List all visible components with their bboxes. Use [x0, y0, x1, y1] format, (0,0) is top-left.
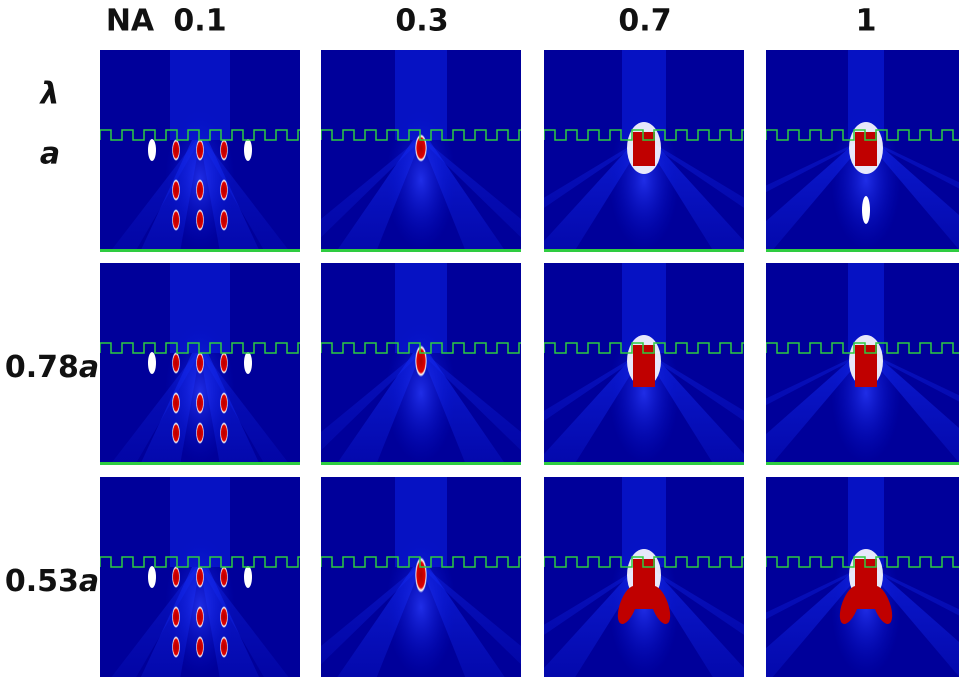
row-label-unit: a [79, 350, 99, 385]
hotspot [415, 557, 427, 593]
na-label: NA [106, 4, 155, 39]
hotspot [172, 422, 180, 444]
panel-grid [100, 50, 959, 677]
hotspot [148, 566, 156, 588]
row-label: 0.53a [5, 564, 99, 599]
hotspot [172, 566, 180, 588]
hotspot [220, 606, 228, 628]
column-label: 0.1 [173, 4, 226, 39]
row-label-unit: a [40, 137, 60, 172]
row-label-number: 0.78 [5, 350, 79, 385]
field-panel [281, 50, 563, 252]
panel-content [100, 263, 342, 465]
center-glow [386, 323, 456, 463]
hotspot [633, 345, 655, 387]
field-panel [281, 477, 563, 677]
hotspot [172, 606, 180, 628]
hotspot [244, 139, 252, 161]
hotspot [196, 606, 204, 628]
hotspot [196, 636, 204, 658]
center-glow [386, 110, 456, 250]
hotspot [172, 636, 180, 658]
row-label-number: 0.53 [5, 564, 79, 599]
hotspot [196, 422, 204, 444]
field-panel [100, 50, 342, 252]
field-panel [100, 263, 342, 465]
hotspot [220, 422, 228, 444]
panel-content [281, 50, 563, 252]
hotspot [148, 352, 156, 374]
row-label-lambda: λ [39, 77, 60, 112]
hotspot [415, 134, 427, 162]
hotspot [172, 179, 180, 201]
hotspot [220, 566, 228, 588]
hotspot [196, 179, 204, 201]
hotspot [220, 392, 228, 414]
field-panel [281, 263, 563, 465]
hotspot [855, 132, 877, 166]
hotspot [148, 139, 156, 161]
hotspot [172, 209, 180, 231]
hotspot [172, 139, 180, 161]
panel-content [100, 50, 342, 252]
panel-content [281, 263, 563, 465]
hotspot [415, 345, 427, 377]
hotspot [220, 352, 228, 374]
hotspot [196, 566, 204, 588]
hotspot [633, 132, 655, 166]
column-label: 0.3 [395, 4, 448, 39]
hotspot [220, 179, 228, 201]
panel-content [100, 477, 342, 677]
hotspot [220, 209, 228, 231]
hotspot [855, 345, 877, 387]
hotspot [244, 566, 252, 588]
hotspot [172, 392, 180, 414]
hotspot [220, 636, 228, 658]
hotspot [196, 209, 204, 231]
panel-content [281, 477, 563, 677]
column-label: 0.7 [618, 4, 671, 39]
figure: NA 0.1 0.3 0.7 1 λ a 0.78a 0.53a [0, 0, 959, 677]
hotspot [196, 392, 204, 414]
row-label-unit: a [79, 564, 99, 599]
row-label: 0.78a [5, 350, 99, 385]
hotspot [196, 139, 204, 161]
hotspot [862, 196, 870, 224]
column-label: 1 [856, 4, 877, 39]
hotspot [196, 352, 204, 374]
field-panel [100, 477, 342, 677]
hotspot [220, 139, 228, 161]
hotspot [172, 352, 180, 374]
hotspot [244, 352, 252, 374]
